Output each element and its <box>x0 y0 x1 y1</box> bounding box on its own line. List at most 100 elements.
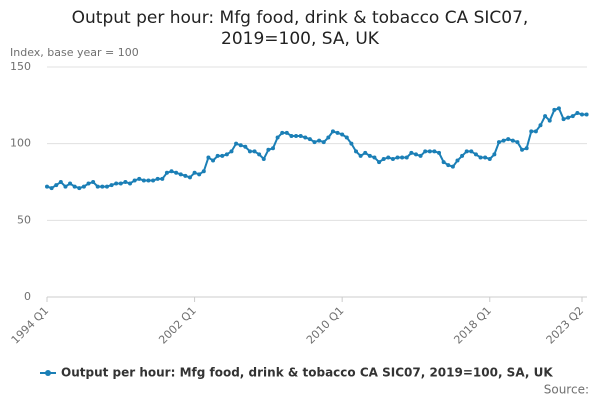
point <box>363 150 368 155</box>
point <box>473 152 478 157</box>
point <box>146 178 151 183</box>
point <box>280 130 285 135</box>
y-tick-label: 150 <box>10 60 31 73</box>
point <box>206 155 211 160</box>
point <box>284 130 289 135</box>
point <box>132 178 137 183</box>
point <box>524 146 529 151</box>
point <box>247 149 252 154</box>
point <box>100 184 105 189</box>
point <box>257 152 262 157</box>
point <box>409 150 414 155</box>
point <box>413 152 418 157</box>
point <box>164 170 169 175</box>
point <box>390 157 395 161</box>
chart-title: Output per hour: Mfg food, drink & tobac… <box>72 8 529 28</box>
y-axis-label: Index, base year = 100 <box>10 46 139 59</box>
x-tick-label: 2010 Q1 <box>304 304 347 347</box>
point <box>580 112 584 117</box>
point <box>266 147 271 152</box>
point <box>261 157 266 161</box>
point <box>54 183 59 188</box>
point <box>298 134 303 138</box>
point <box>68 181 73 186</box>
point <box>478 155 483 160</box>
point <box>575 111 580 115</box>
point <box>455 158 460 163</box>
y-tick-label: 50 <box>17 213 31 226</box>
point <box>492 152 497 157</box>
point <box>367 153 372 158</box>
point <box>372 155 377 160</box>
point <box>63 184 68 189</box>
point <box>510 138 515 143</box>
point <box>128 181 133 186</box>
point <box>496 140 501 145</box>
point <box>506 137 511 142</box>
point <box>483 155 488 160</box>
point <box>547 118 552 123</box>
point <box>450 164 455 169</box>
point <box>395 155 400 160</box>
point <box>317 138 322 143</box>
point <box>49 186 54 191</box>
point <box>570 114 575 119</box>
x-tick-label: 2023 Q2 <box>544 304 587 347</box>
point <box>423 149 428 154</box>
point <box>349 141 354 146</box>
point <box>109 183 114 188</box>
point <box>215 153 220 158</box>
point <box>340 132 345 137</box>
legend-marker <box>45 370 51 376</box>
point <box>81 184 86 189</box>
x-tick-label: 2018 Q1 <box>451 304 494 347</box>
point <box>312 140 317 145</box>
point <box>275 135 280 140</box>
point <box>566 115 571 120</box>
point <box>377 160 382 165</box>
point <box>344 135 349 140</box>
point <box>238 143 243 148</box>
point <box>529 129 534 134</box>
point <box>104 184 109 189</box>
point <box>178 172 183 177</box>
point <box>427 149 432 154</box>
point <box>95 184 100 189</box>
x-tick-label: 1994 Q1 <box>9 304 52 347</box>
point <box>220 153 225 158</box>
point <box>169 169 174 174</box>
y-tick-label: 100 <box>10 137 31 150</box>
point <box>151 178 156 183</box>
point <box>561 117 566 122</box>
y-tick-label: 0 <box>24 290 31 303</box>
point <box>118 181 123 186</box>
point <box>321 140 326 145</box>
point <box>187 175 192 180</box>
point <box>114 181 119 186</box>
point <box>460 153 465 158</box>
point <box>289 134 294 138</box>
point <box>381 157 386 161</box>
point <box>211 158 216 163</box>
point <box>123 180 128 184</box>
point <box>358 153 363 158</box>
point <box>556 106 561 111</box>
point <box>155 176 160 181</box>
point <box>174 170 179 175</box>
point <box>45 184 49 189</box>
point <box>294 134 299 138</box>
point <box>464 149 469 154</box>
chart-title: 2019=100, SA, UK <box>221 29 380 49</box>
point <box>86 181 91 186</box>
point <box>386 155 391 160</box>
point <box>303 135 308 140</box>
point <box>404 155 409 160</box>
point <box>437 150 442 155</box>
point <box>252 149 257 154</box>
point <box>160 176 165 181</box>
point <box>77 186 82 191</box>
x-tick-label: 2002 Q1 <box>156 304 199 347</box>
point <box>418 153 423 158</box>
point <box>234 141 239 146</box>
point <box>192 170 197 175</box>
